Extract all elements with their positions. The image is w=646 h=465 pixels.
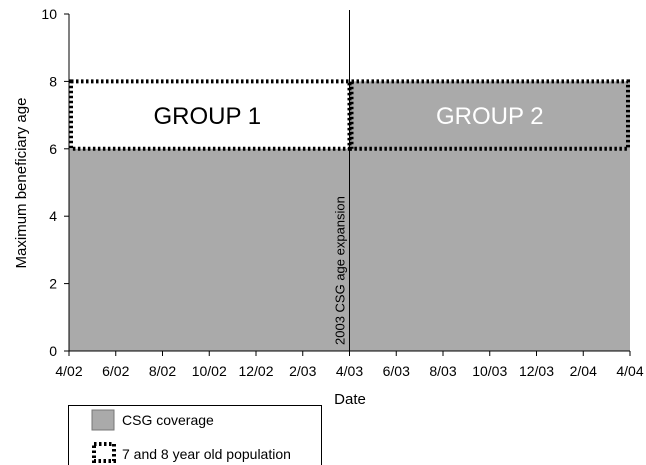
legend: CSG coverage 7 and 8 year old population (68, 405, 322, 465)
y-tick-label-2: 2 (49, 276, 57, 292)
y-tick-label-10: 10 (41, 6, 57, 22)
x-tick-label-9: 10/03 (472, 363, 507, 379)
x-tick-label-8: 8/03 (429, 363, 456, 379)
coverage-area-2 (349, 81, 630, 352)
y-tick-label-8: 8 (49, 73, 57, 89)
x-tick-label-3: 10/02 (192, 363, 227, 379)
annotations: GROUP 1 GROUP 2 2003 CSG age expansion (153, 10, 544, 351)
x-tick-label-12: 4/04 (616, 363, 643, 379)
x-tick-label-10: 12/03 (519, 363, 554, 379)
x-tick-label-2: 8/02 (149, 363, 176, 379)
legend-swatch-csg-coverage (91, 409, 115, 431)
legend-label-csg-coverage: CSG coverage (122, 412, 214, 428)
x-tick-label-11: 2/04 (570, 363, 597, 379)
x-tick-label-6: 4/03 (336, 363, 363, 379)
x-tick-label-7: 6/03 (383, 363, 410, 379)
group-1-label: GROUP 1 (153, 103, 261, 130)
population-band-group-2 (349, 79, 630, 151)
plot-fill-layer (69, 81, 630, 352)
y-tick-label-4: 4 (49, 208, 57, 224)
legend-swatch-population (92, 442, 116, 463)
x-axis-title: Date (334, 391, 366, 408)
y-tick-label-6: 6 (49, 141, 57, 157)
legend-label-population: 7 and 8 year old population (122, 446, 291, 462)
x-tick-label-5: 2/03 (289, 363, 316, 379)
ticks: 0 2 4 6 8 10 4/02 6/02 8/02 10/02 12/02 2/03 4/03 6/0… (41, 6, 643, 379)
event-line-label: 2003 CSG age expansion (333, 196, 348, 345)
x-tick-label-1: 6/02 (102, 363, 129, 379)
x-tick-label-4: 12/02 (238, 363, 273, 379)
y-axis-title: Maximum beneficiary age (13, 98, 30, 269)
group-2-label: GROUP 2 (436, 103, 544, 130)
coverage-area-1 (69, 148, 350, 351)
x-tick-label-0: 4/02 (55, 363, 82, 379)
y-tick-label-0: 0 (49, 343, 57, 359)
